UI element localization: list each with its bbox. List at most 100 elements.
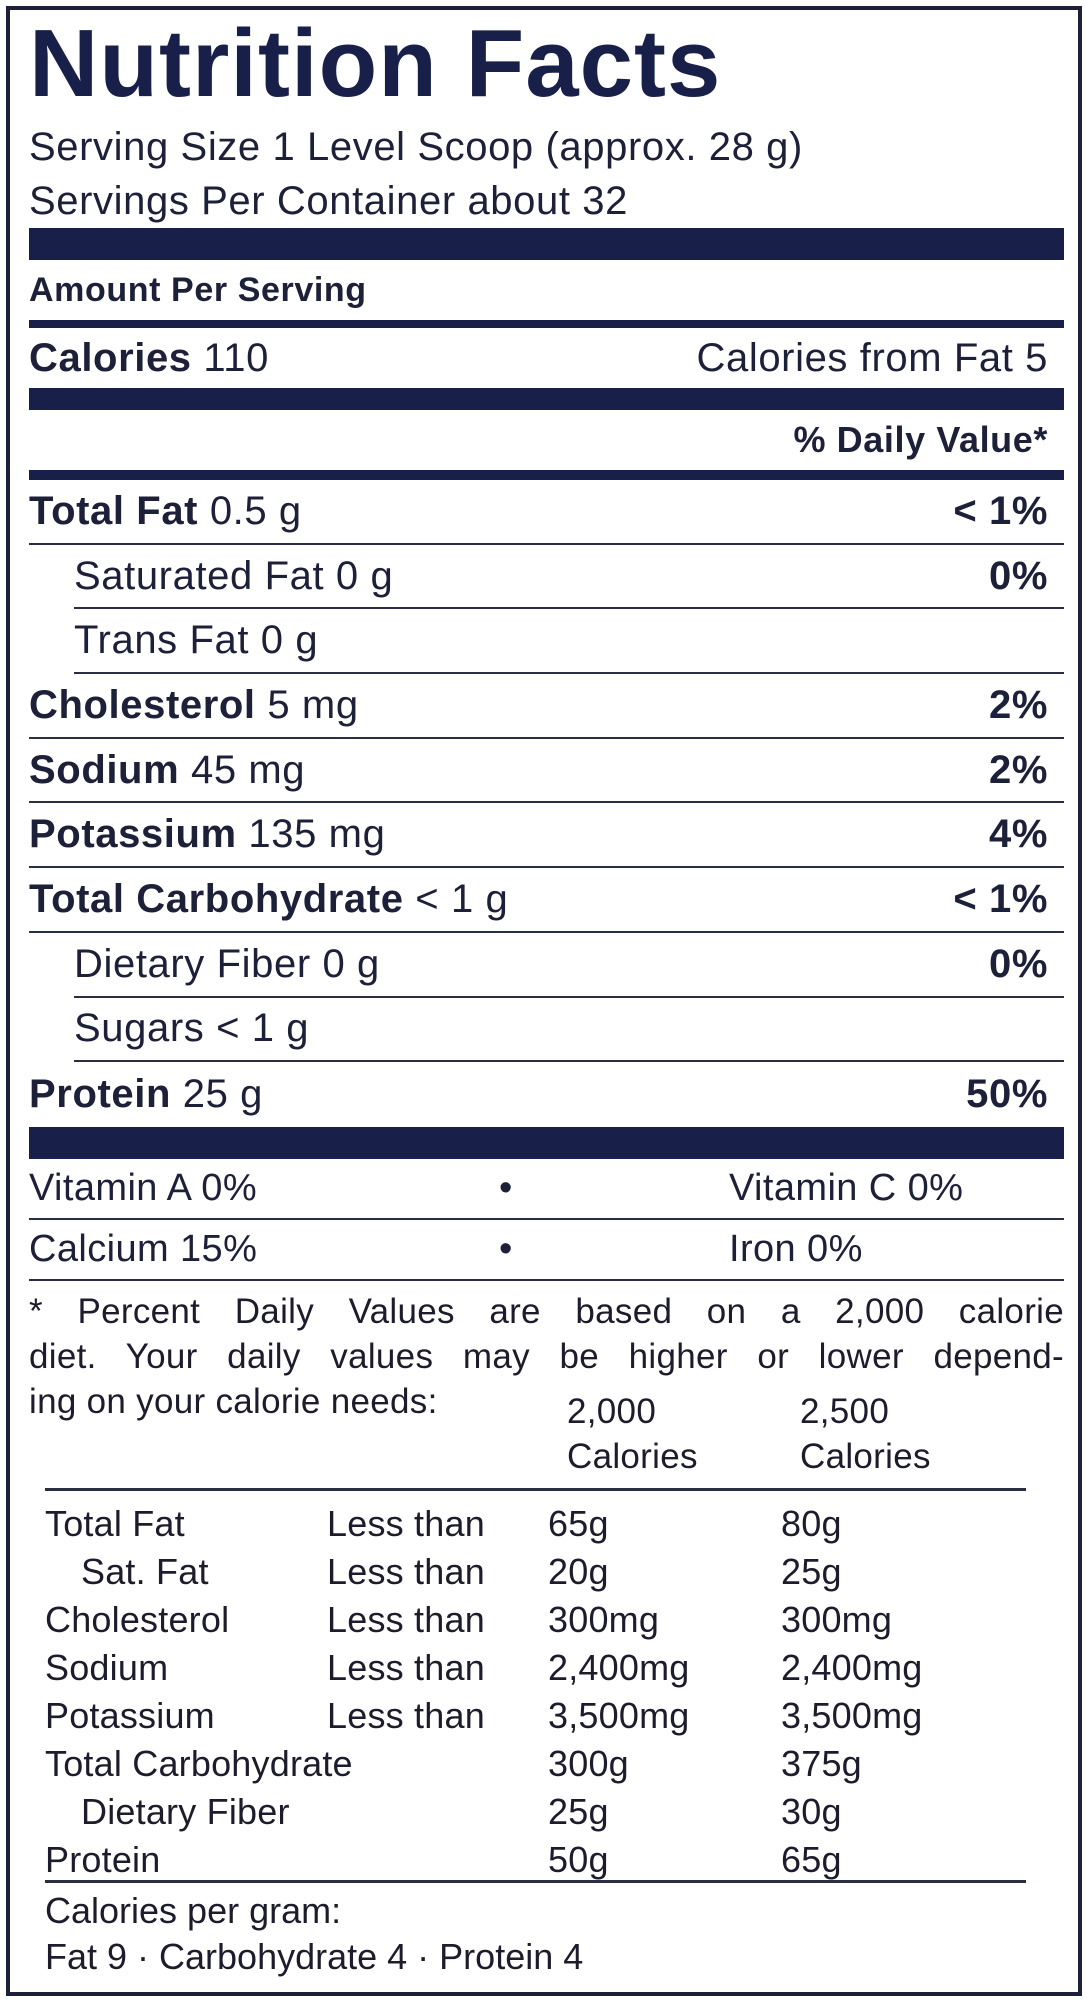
nutrient-row: Protein 25 g 50% <box>29 1062 1064 1127</box>
nutrient-name: Sugars <box>74 1006 205 1051</box>
table-qualifier: Less than <box>327 1551 485 1592</box>
nutrient-amount: 0.5 g <box>209 488 302 533</box>
nutrient-daily-value: < 1% <box>953 488 1048 533</box>
calories-from-fat: Calories from Fat 5 <box>696 335 1048 380</box>
nutrient-amount: 0 g <box>335 553 394 598</box>
header-top: 2,000 <box>567 1391 657 1431</box>
table-value-2000: 300mg <box>548 1599 660 1640</box>
table-value-2500: 3,500mg <box>781 1695 923 1736</box>
divider <box>29 388 1064 410</box>
table-qualifier: Less than <box>327 1599 485 1640</box>
amount-per-serving: Amount Per Serving <box>29 271 367 309</box>
calories-row: Calories 110 Calories from Fat 5 <box>29 328 1064 388</box>
vitamin-left: Vitamin A 0% <box>29 1166 258 1209</box>
vitamin-list: Vitamin A 0% • Vitamin C 0% Calcium 15% • Iro… <box>29 1159 1064 1281</box>
nutrient-name: Saturated Fat <box>74 553 325 598</box>
table-value-2000: 3,500mg <box>548 1695 690 1736</box>
nutrient-amount: < 1 g <box>415 876 509 921</box>
table-nutrient: Sat. Fat <box>81 1551 209 1592</box>
calories-label: Calories <box>29 335 192 380</box>
table-nutrient: Total Carbohydrate <box>45 1743 353 1784</box>
header-bottom: Calories <box>567 1436 698 1476</box>
nutrient-amount: 5 mg <box>267 682 359 727</box>
vitamin-row: Calcium 15% • Iron 0% <box>29 1220 1064 1281</box>
calories-value: 110 <box>203 335 269 380</box>
table-nutrient: Sodium <box>45 1647 169 1688</box>
table-qualifier: Less than <box>327 1647 485 1688</box>
table-nutrient: Dietary Fiber <box>81 1791 290 1832</box>
footnote-line: diet. Your daily values may be higher or… <box>29 1336 1064 1376</box>
nutrient-name: Protein <box>29 1072 171 1117</box>
nutrient-amount: 0 g <box>260 618 319 663</box>
nutrient-row: Trans Fat 0 g <box>74 609 1064 675</box>
table-nutrient: Potassium <box>45 1695 215 1736</box>
table-value-2500: 65g <box>781 1839 842 1880</box>
table-qualifier: Less than <box>327 1695 485 1736</box>
footnote-line: * Percent Daily Values are based on a 2,… <box>29 1291 1064 1331</box>
vitamin-left: Calcium 15% <box>29 1227 258 1270</box>
table-value-2000: 25g <box>548 1791 609 1832</box>
nutrient-daily-value: 2% <box>988 682 1048 727</box>
nutrient-list: Total Fat 0.5 g < 1% Saturated Fat 0 g 0% Tr… <box>29 480 1064 1127</box>
table-value-2500: 25g <box>781 1551 842 1592</box>
nutrient-name: Sodium <box>29 747 180 792</box>
nutrient-name: Potassium <box>29 812 237 857</box>
column-header-2000: 2,000 Calories <box>567 1389 698 1479</box>
table-rule <box>45 1488 1026 1491</box>
nutrient-name: Trans Fat <box>74 618 250 663</box>
nutrient-daily-value: < 1% <box>953 876 1048 921</box>
divider <box>29 320 1064 328</box>
table-value-2000: 65g <box>548 1503 609 1544</box>
nutrient-row: Saturated Fat 0 g 0% <box>74 545 1064 610</box>
serving-size: Serving Size 1 Level Scoop (approx. 28 g… <box>29 125 803 169</box>
table-value-2000: 50g <box>548 1839 609 1880</box>
nutrient-row: Sodium 45 mg 2% <box>29 739 1064 804</box>
nutrient-name: Total Fat <box>29 488 199 533</box>
nutrient-daily-value: 4% <box>988 812 1048 857</box>
header-top: 2,500 <box>800 1391 890 1431</box>
calories-per-gram-label: Calories per gram: <box>45 1890 342 1931</box>
divider <box>29 470 1064 480</box>
column-header-2500: 2,500 Calories <box>800 1389 931 1479</box>
nutrient-daily-value: 0% <box>988 941 1048 986</box>
table-value-2500: 300mg <box>781 1599 893 1640</box>
table-nutrient: Total Fat <box>45 1503 185 1544</box>
nutrient-daily-value: 2% <box>988 747 1048 792</box>
nutrition-facts-label: Nutrition Facts Serving Size 1 Level Sco… <box>6 6 1082 1996</box>
nutrient-amount: 25 g <box>182 1072 263 1117</box>
table-qualifier: Less than <box>327 1503 485 1544</box>
table-value-2500: 375g <box>781 1743 862 1784</box>
table-value-2500: 30g <box>781 1791 842 1832</box>
calories-per-gram-values: Fat 9 · Carbohydrate 4 · Protein 4 <box>45 1936 584 1977</box>
bullet-separator: • <box>499 1166 513 1209</box>
table-value-2000: 300g <box>548 1743 629 1784</box>
thick-divider <box>29 1126 1064 1159</box>
nutrient-daily-value: 0% <box>988 553 1048 598</box>
bullet-separator: • <box>499 1227 513 1270</box>
vitamin-row: Vitamin A 0% • Vitamin C 0% <box>29 1159 1064 1220</box>
nutrient-amount: < 1 g <box>216 1006 310 1051</box>
daily-value-header: % Daily Value* <box>793 419 1048 460</box>
nutrient-amount: 0 g <box>322 941 380 986</box>
table-nutrient: Protein <box>45 1839 161 1880</box>
nutrient-amount: 135 mg <box>248 812 386 857</box>
table-value-2500: 80g <box>781 1503 842 1544</box>
header-bottom: Calories <box>800 1436 931 1476</box>
nutrient-row: Dietary Fiber 0 g 0% <box>74 933 1064 998</box>
table-nutrient: Cholesterol <box>45 1599 230 1640</box>
nutrient-daily-value: 50% <box>966 1072 1048 1117</box>
nutrient-name: Total Carbohydrate <box>29 876 404 921</box>
nutrient-name: Cholesterol <box>29 682 256 727</box>
servings-per-container: Servings Per Container about 32 <box>29 179 628 223</box>
table-value-2000: 2,400mg <box>548 1647 690 1688</box>
label-title: Nutrition Facts <box>29 10 722 117</box>
nutrient-row: Total Fat 0.5 g < 1% <box>29 480 1064 545</box>
nutrient-row: Cholesterol 5 mg 2% <box>29 674 1064 739</box>
nutrient-amount: 45 mg <box>190 747 306 792</box>
nutrient-row: Total Carbohydrate < 1 g < 1% <box>29 868 1064 933</box>
footnote: * Percent Daily Values are based on a 2,… <box>29 1289 1064 1509</box>
vitamin-right: Iron 0% <box>729 1227 863 1270</box>
nutrient-row: Sugars < 1 g <box>74 998 1064 1063</box>
nutrient-row: Potassium 135 mg 4% <box>29 803 1064 869</box>
table-value-2000: 20g <box>548 1551 609 1592</box>
